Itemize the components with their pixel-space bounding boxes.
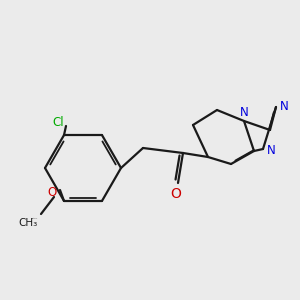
Text: O: O <box>171 187 182 201</box>
Text: O: O <box>47 187 57 200</box>
Text: N: N <box>267 145 275 158</box>
Text: Cl: Cl <box>52 116 64 130</box>
Text: CH₃: CH₃ <box>18 218 38 228</box>
Text: N: N <box>280 100 288 113</box>
Text: N: N <box>240 106 248 118</box>
Text: methoxy: methoxy <box>32 218 38 219</box>
